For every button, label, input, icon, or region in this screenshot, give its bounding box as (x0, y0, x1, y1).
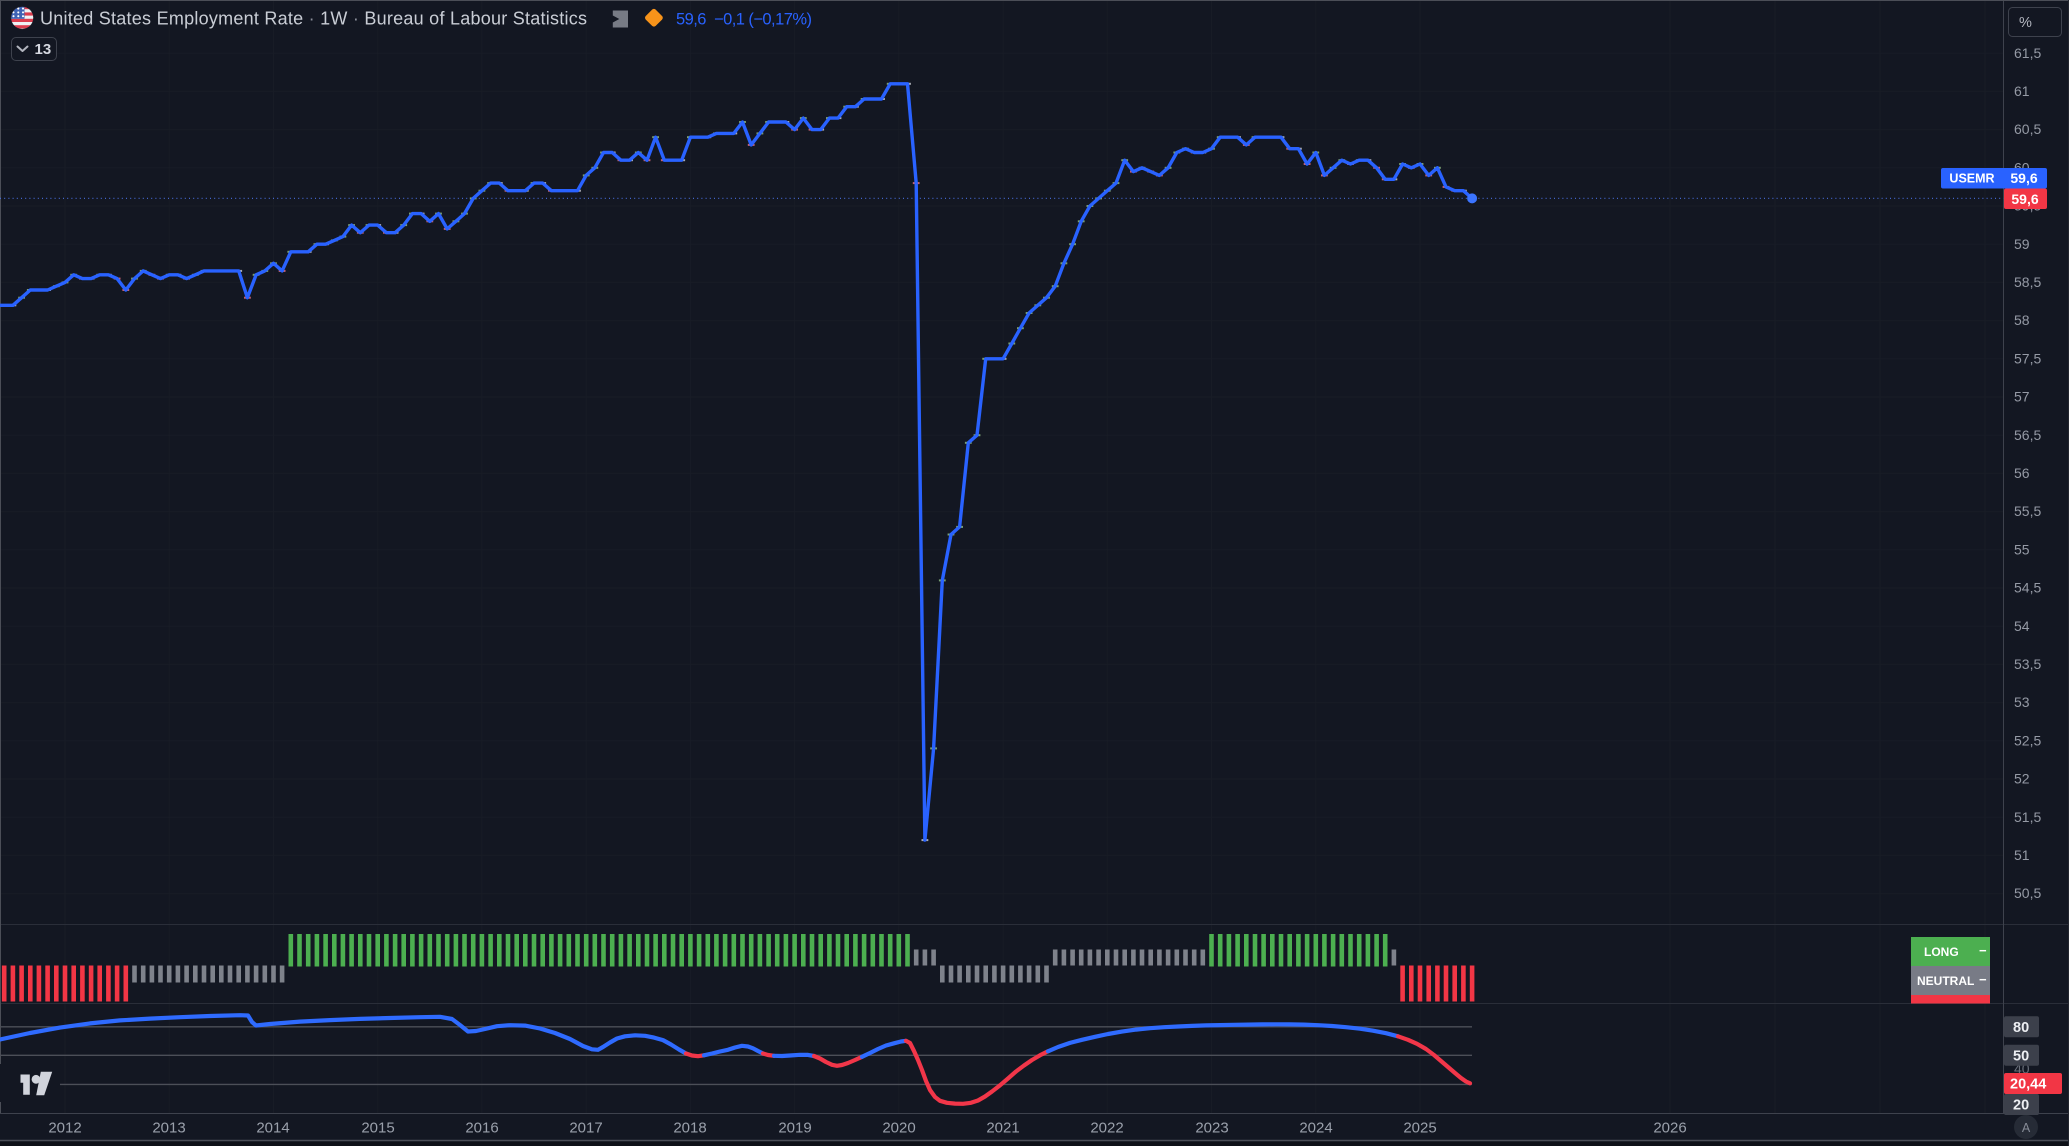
svg-text:2014: 2014 (256, 1120, 289, 1137)
svg-text:59,6: 59,6 (2011, 191, 2038, 207)
svg-text:13: 13 (35, 41, 52, 58)
svg-text:20,44: 20,44 (2010, 1077, 2046, 1093)
svg-text:57: 57 (2014, 389, 2030, 405)
svg-text:2021: 2021 (986, 1120, 1019, 1137)
svg-text:2023: 2023 (1195, 1120, 1228, 1137)
svg-text:2018: 2018 (673, 1120, 706, 1137)
svg-text:51,5: 51,5 (2014, 809, 2041, 825)
svg-text:2015: 2015 (361, 1120, 394, 1137)
svg-text:20: 20 (2013, 1098, 2029, 1114)
svg-text:2019: 2019 (778, 1120, 811, 1137)
svg-text:NEUTRAL: NEUTRAL (1917, 974, 1974, 988)
svg-text:59: 59 (2014, 236, 2030, 252)
svg-text:55,5: 55,5 (2014, 503, 2041, 519)
svg-text:−: − (1979, 972, 1987, 987)
svg-text:2013: 2013 (152, 1120, 185, 1137)
svg-text:56,5: 56,5 (2014, 427, 2041, 443)
svg-text:61,5: 61,5 (2014, 45, 2041, 61)
svg-text:61: 61 (2014, 83, 2030, 99)
svg-text:2012: 2012 (48, 1120, 81, 1137)
svg-text:2024: 2024 (1299, 1120, 1332, 1137)
svg-text:United States Employment Rate: United States Employment Rate · 1W · Bur… (40, 9, 587, 29)
svg-text:57,5: 57,5 (2014, 350, 2041, 366)
svg-text:52,5: 52,5 (2014, 732, 2041, 748)
svg-text:55: 55 (2014, 541, 2030, 557)
svg-text:2022: 2022 (1090, 1120, 1123, 1137)
svg-text:53,5: 53,5 (2014, 656, 2041, 672)
svg-text:2017: 2017 (569, 1120, 602, 1137)
svg-text:2016: 2016 (465, 1120, 498, 1137)
svg-text:59,6: 59,6 (2010, 170, 2037, 186)
svg-text:80: 80 (2013, 1020, 2029, 1036)
svg-text:50: 50 (2013, 1048, 2029, 1064)
svg-text:%: % (2019, 15, 2032, 31)
svg-text:2020: 2020 (882, 1120, 915, 1137)
svg-text:59,6 −0,1 (−0,17%): 59,6 −0,1 (−0,17%) (676, 11, 811, 29)
svg-text:52: 52 (2014, 771, 2030, 787)
svg-text:58,5: 58,5 (2014, 274, 2041, 290)
svg-text:2026: 2026 (1653, 1120, 1686, 1137)
svg-text:2025: 2025 (1403, 1120, 1436, 1137)
svg-text:54: 54 (2014, 618, 2030, 634)
svg-text:56: 56 (2014, 465, 2030, 481)
svg-text:LONG: LONG (1924, 945, 1959, 959)
svg-text:USEMR: USEMR (1949, 172, 1994, 186)
svg-text:51: 51 (2014, 847, 2030, 863)
svg-text:60,5: 60,5 (2014, 121, 2041, 137)
svg-text:A: A (2022, 1121, 2031, 1135)
svg-text:54,5: 54,5 (2014, 580, 2041, 596)
svg-text:53: 53 (2014, 694, 2030, 710)
svg-text:50,5: 50,5 (2014, 885, 2041, 901)
svg-text:−: − (1979, 943, 1987, 958)
svg-text:58: 58 (2014, 312, 2030, 328)
